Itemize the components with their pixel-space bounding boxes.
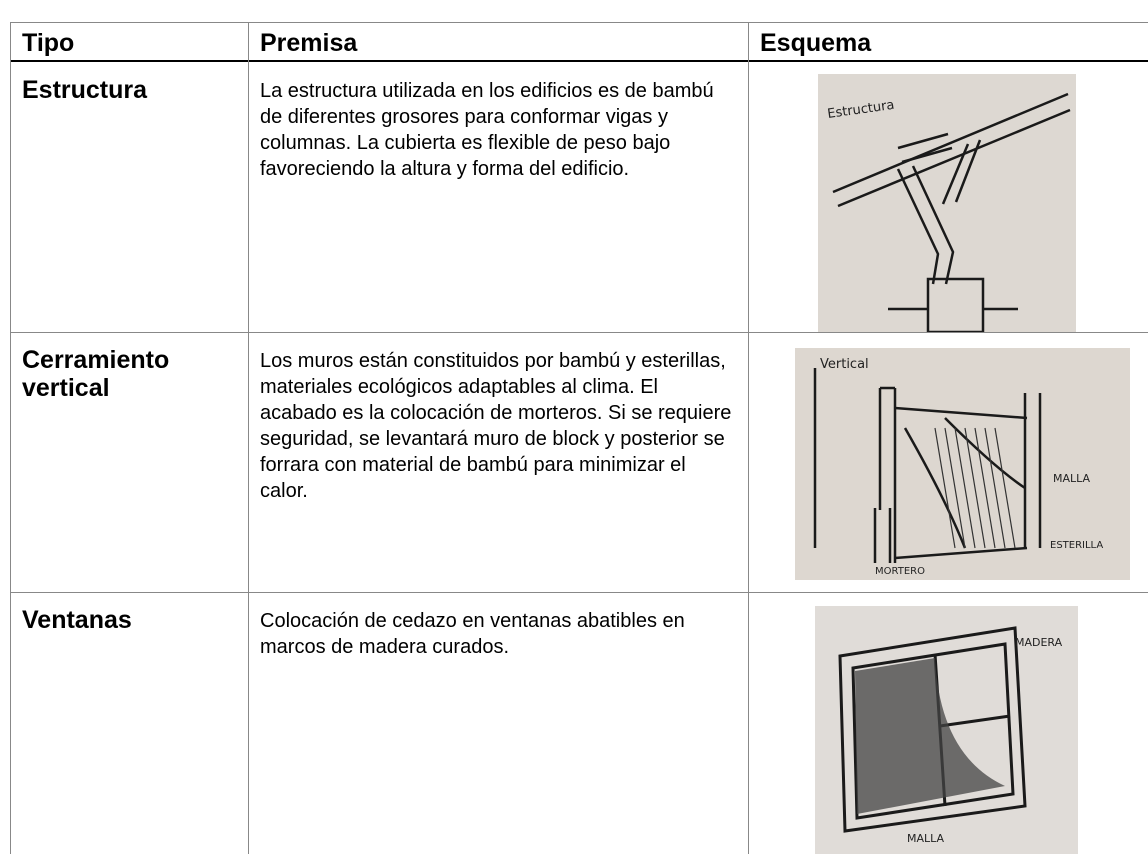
header-cell: Tipo	[22, 29, 75, 57]
header-cell: Esquema	[760, 29, 872, 57]
sketch-label: MALLA	[907, 832, 945, 845]
sketch-wall: MALLA ESTERILLA MORTERO Vertical	[795, 348, 1130, 580]
column-border	[748, 22, 749, 854]
premise-cell: Colocación de cedazo en ventanas abatibl…	[260, 610, 685, 658]
type-cell: Estructura	[22, 76, 148, 104]
premise-cell: La estructura utilizada en los edificios…	[260, 80, 714, 180]
sketch-window: MADERA MALLA	[815, 606, 1078, 854]
table-border	[10, 22, 1148, 23]
sketch-label: Vertical	[820, 357, 869, 372]
row-border	[10, 592, 1148, 593]
sketch-label: ESTERILLA	[1050, 540, 1103, 551]
sketch-label: MALLA	[1053, 472, 1091, 485]
premise-cell: Los muros están constituidos por bambú y…	[260, 350, 732, 502]
row-border	[10, 332, 1148, 333]
column-border	[10, 22, 11, 854]
column-border	[248, 22, 249, 854]
sketch-structure: Estructura	[818, 74, 1076, 332]
sketch-label: MORTERO	[875, 566, 925, 577]
header-cell: Premisa	[260, 29, 358, 57]
header-rule	[10, 60, 1148, 62]
type-cell: Ventanas	[22, 606, 132, 634]
sketch-label: MADERA	[1015, 636, 1063, 649]
type-cell: Cerramiento vertical	[22, 346, 170, 402]
